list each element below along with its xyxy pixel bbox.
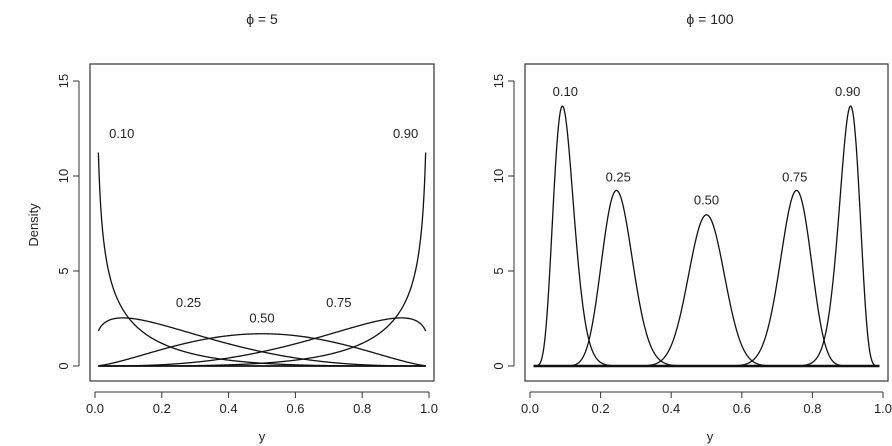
y-tick-label: 15 [56, 74, 71, 88]
plot-frame [524, 63, 889, 382]
x-tick-label: 0.8 [803, 401, 821, 416]
y-tick-label: 15 [491, 74, 506, 88]
x-tick-label: 0.2 [592, 401, 610, 416]
y-tick-label: 0 [491, 362, 506, 369]
y-tick-label: 10 [56, 169, 71, 183]
density-curve-0.50 [98, 333, 426, 367]
density-curve-0.75 [98, 317, 427, 367]
y-tick-label: 10 [491, 169, 506, 183]
panel-title: ϕ = 5 [246, 11, 278, 27]
panel-phi-5: ϕ = 5 y 0.0 0.2 0.4 0.6 0.8 1.0 0 5 10 15 0.10 0.25… [56, 11, 438, 444]
x-tick-label: 0.8 [353, 401, 371, 416]
x-tick-label: 0.4 [220, 401, 238, 416]
y-axis: 0 5 10 15 [56, 74, 80, 370]
curve-label: 0.90 [835, 84, 860, 99]
density-curve-0.90 [533, 105, 880, 367]
y-tick-label: 5 [491, 267, 506, 274]
curve-label: 0.10 [109, 126, 134, 141]
density-curve-0.50 [533, 214, 880, 367]
x-tick-label: 0.4 [662, 401, 680, 416]
curve-label: 0.75 [326, 295, 351, 310]
curve-label: 0.90 [393, 126, 418, 141]
density-curve-0.10 [533, 105, 880, 367]
plot-frame [89, 63, 435, 382]
shared-y-axis-title: Density [26, 203, 41, 247]
x-tick-label: 0.0 [86, 401, 104, 416]
x-axis: 0.0 0.2 0.4 0.6 0.8 1.0 [86, 391, 438, 416]
curve-label: 0.25 [606, 170, 631, 185]
x-tick-label: 0.6 [286, 401, 304, 416]
curve-label: 0.50 [694, 193, 719, 208]
curve-label: 0.25 [176, 295, 201, 310]
x-tick-label: 0.2 [153, 401, 171, 416]
x-axis-title: y [707, 429, 714, 444]
x-axis: 0.0 0.2 0.4 0.6 0.8 1.0 [521, 391, 892, 416]
x-axis-title: y [259, 429, 266, 444]
x-tick-label: 1.0 [420, 401, 438, 416]
curve-label: 0.75 [782, 170, 807, 185]
x-tick-label: 0.0 [521, 401, 539, 416]
density-curve-0.25 [533, 189, 880, 367]
panel-title: ϕ = 100 [686, 11, 733, 27]
y-tick-label: 5 [56, 267, 71, 274]
y-tick-label: 0 [56, 362, 71, 369]
x-tick-label: 1.0 [874, 401, 892, 416]
panel-phi-100: ϕ = 100 y 0.0 0.2 0.4 0.6 0.8 1.0 0 5 10 15 0.10 0.… [491, 11, 892, 444]
density-curve-0.75 [533, 189, 880, 367]
curve-label: 0.10 [553, 84, 578, 99]
y-axis: 0 5 10 15 [491, 74, 515, 370]
x-tick-label: 0.6 [733, 401, 751, 416]
density-curve-0.90 [98, 152, 427, 367]
curve-label: 0.50 [249, 310, 274, 325]
